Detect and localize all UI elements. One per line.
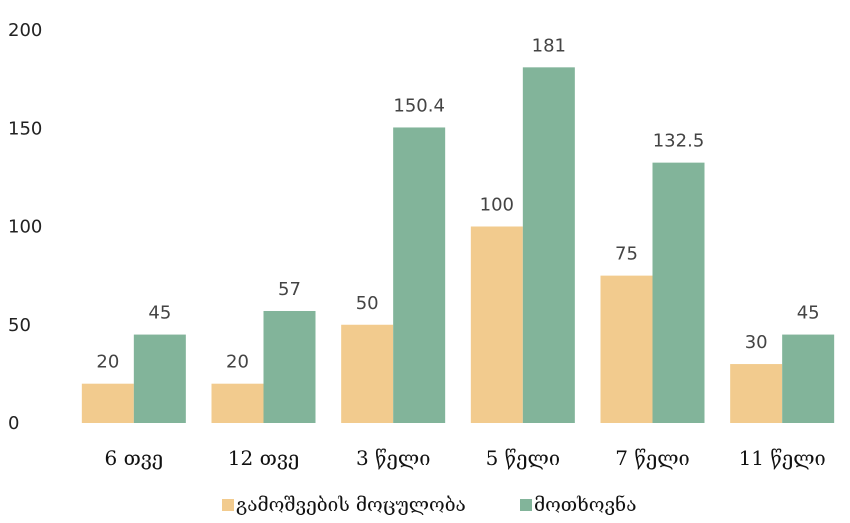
bar-output-volume bbox=[600, 275, 653, 423]
x-tick-label: 11 წელი bbox=[739, 446, 826, 470]
data-label: 181 bbox=[532, 35, 566, 56]
data-label: 20 bbox=[96, 352, 119, 373]
bar-demand bbox=[522, 67, 575, 424]
data-label: 150.4 bbox=[393, 95, 445, 116]
bar-demand bbox=[133, 334, 186, 423]
legend-swatch bbox=[222, 499, 234, 511]
data-label: 132.5 bbox=[653, 131, 705, 152]
y-tick-label: 200 bbox=[8, 20, 42, 41]
x-tick-label: 5 წელი bbox=[486, 446, 560, 470]
data-label: 100 bbox=[480, 195, 514, 216]
bar-demand bbox=[652, 162, 705, 423]
bar-demand bbox=[393, 127, 446, 424]
bar-output-volume bbox=[81, 383, 134, 423]
x-tick-label: 3 წელი bbox=[356, 446, 430, 470]
data-label: 50 bbox=[356, 293, 379, 314]
bar-output-volume bbox=[470, 226, 523, 423]
legend-label: მოთხოვნა bbox=[534, 494, 636, 516]
data-label: 75 bbox=[615, 244, 638, 265]
y-tick-label: 150 bbox=[8, 118, 42, 139]
bar-output-volume bbox=[730, 364, 783, 423]
x-tick-label: 7 წელი bbox=[615, 446, 689, 470]
x-tick-label: 12 თვე bbox=[228, 446, 299, 470]
x-tick-label: 6 თვე bbox=[104, 446, 163, 470]
legend-label: გამოშვების მოცულობა bbox=[236, 494, 466, 516]
bar-demand bbox=[263, 310, 316, 423]
y-tick-label: 0 bbox=[8, 413, 19, 434]
bar-output-volume bbox=[341, 324, 394, 423]
data-label: 20 bbox=[226, 352, 249, 373]
legend-swatch bbox=[520, 499, 532, 511]
data-label: 57 bbox=[278, 279, 301, 300]
data-label: 45 bbox=[797, 303, 820, 324]
bar-output-volume bbox=[211, 383, 264, 423]
y-tick-label: 100 bbox=[8, 217, 42, 238]
bar-demand bbox=[782, 334, 835, 423]
data-label: 30 bbox=[745, 332, 768, 353]
data-label: 45 bbox=[148, 303, 171, 324]
y-tick-label: 50 bbox=[8, 315, 31, 336]
